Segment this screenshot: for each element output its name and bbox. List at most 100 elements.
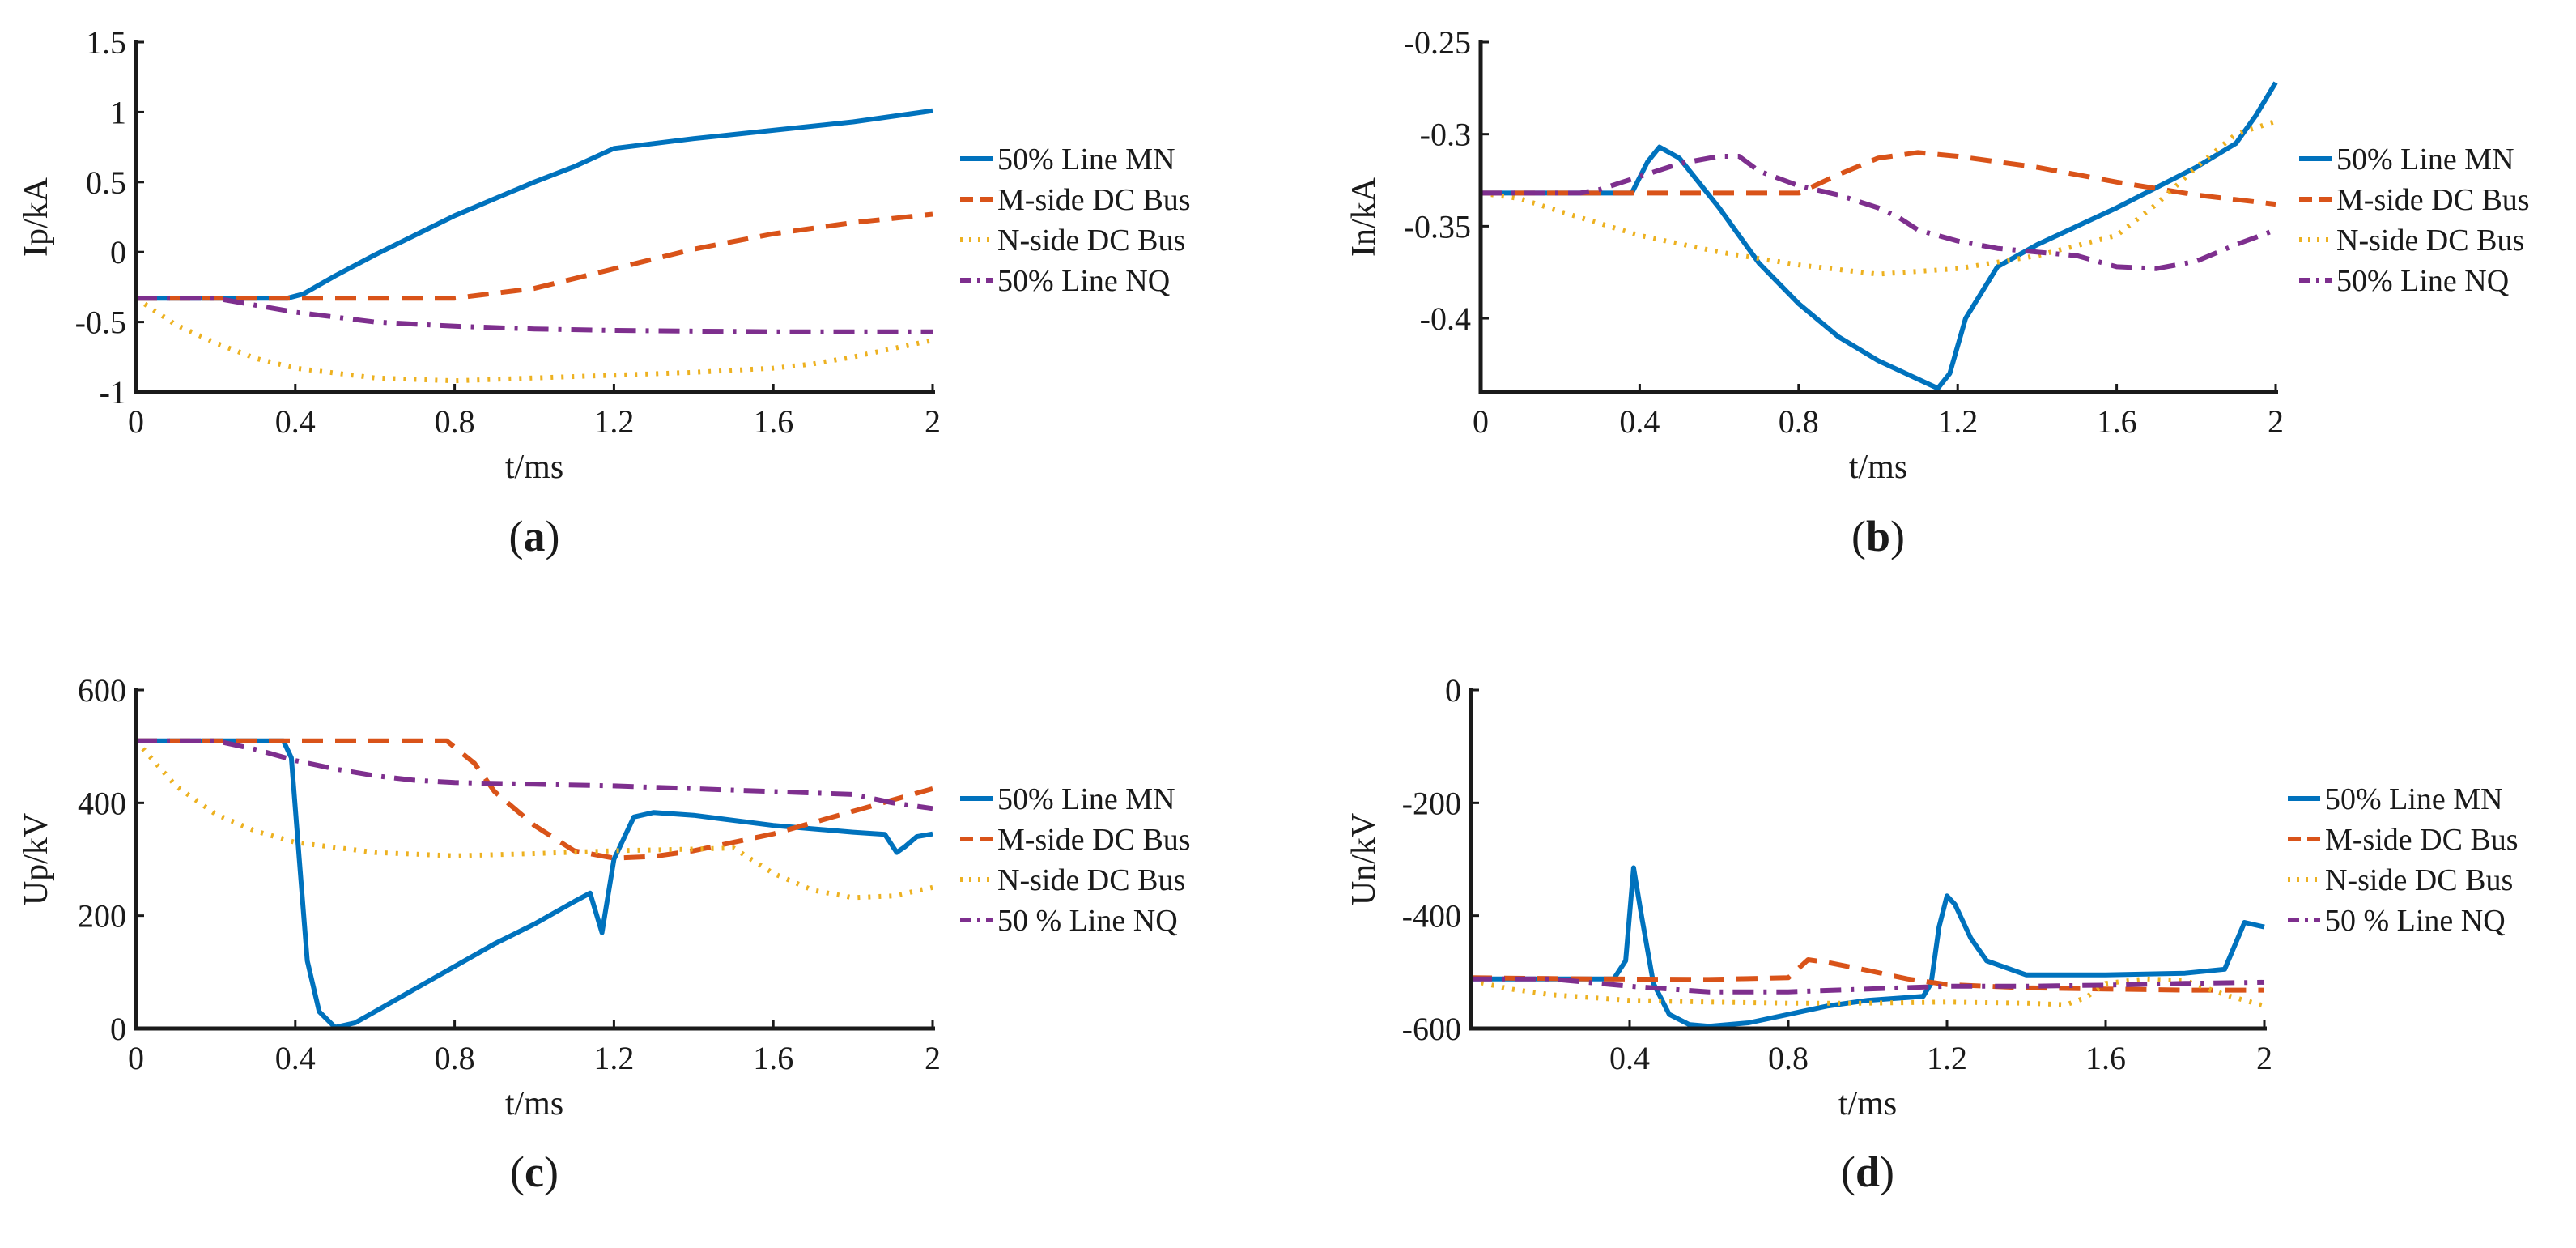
legend: 50% Line MN M-side DC Bus N-side DC Bus 50 … — [960, 782, 1191, 938]
y-tick-label: -1 — [100, 374, 126, 411]
y-tick-label: -0.4 — [1420, 300, 1471, 337]
legend-label-2: M-side DC Bus — [2325, 823, 2519, 857]
legend-label-1: 50% Line MN — [997, 782, 1175, 816]
caption-letter: c — [525, 1148, 544, 1196]
x-tick-label: 1.2 — [1927, 1040, 1967, 1076]
x-axis-title: t/ms — [1849, 449, 1907, 486]
caption-close-paren: ) — [1880, 1148, 1894, 1196]
x-tick-label: 1.6 — [2097, 403, 2137, 440]
x-tick-label: 0 — [128, 403, 144, 440]
legend-label-2: M-side DC Bus — [997, 823, 1191, 857]
series-line-a-1 — [136, 108, 933, 301]
legend-label-1: 50% Line MN — [997, 143, 1175, 177]
y-axis-title: Ip/kA — [18, 177, 55, 257]
y-tick-label: 0 — [1445, 672, 1461, 709]
y-tick-label: -200 — [1402, 785, 1461, 821]
series-line-c-1 — [136, 738, 933, 1030]
y-tick-label: 0 — [110, 234, 126, 270]
caption-open-paren: ( — [510, 1148, 525, 1196]
panel-caption: (b) — [1851, 512, 1905, 560]
series-line-b-2 — [1481, 150, 2276, 207]
series-line-b-1 — [1481, 81, 2278, 391]
x-tick-label: 0.4 — [275, 403, 316, 440]
chart-panel-b: 0 0.4 0.8 1.2 1.6 2 -0.4 -0.35 -0.3 -0.25 t/ms In/k… — [1345, 24, 2530, 560]
legend-label-3: N-side DC Bus — [997, 224, 1185, 258]
y-tick-label: -0.35 — [1404, 208, 1471, 245]
chart-panel-c: 0 0.4 0.8 1.2 1.6 2 0 200 400 600 t/ms Up/kV 50% Lin… — [18, 672, 1191, 1196]
y-axis-title: In/kA — [1345, 177, 1383, 257]
legend: 50% Line MN M-side DC Bus N-side DC Bus 50 … — [2288, 782, 2519, 938]
x-tick-label: 2 — [2256, 1040, 2272, 1076]
legend-label-4: 50 % Line NQ — [997, 904, 1178, 938]
caption-letter: b — [1866, 512, 1890, 560]
y-tick-label: -0.25 — [1404, 24, 1471, 61]
y-axis-title: Un/kV — [1345, 813, 1383, 905]
y-tick-label: 200 — [78, 898, 126, 935]
x-tick-label: 1.2 — [593, 1040, 634, 1076]
legend-label-1: 50% Line MN — [2336, 143, 2514, 177]
x-tick-label: 1.6 — [2085, 1040, 2126, 1076]
series-line-a-2 — [136, 211, 933, 301]
caption-letter: d — [1855, 1148, 1880, 1196]
legend: 50% Line MN M-side DC Bus N-side DC Bus 50%… — [2299, 143, 2530, 298]
x-tick-label: 2 — [925, 1040, 941, 1076]
y-tick-label: -0.3 — [1420, 117, 1471, 153]
legend-label-2: M-side DC Bus — [997, 183, 1191, 217]
legend-label-2: M-side DC Bus — [2336, 183, 2530, 217]
x-tick-label: 1.6 — [753, 403, 793, 440]
series-line-c-4 — [136, 738, 933, 811]
x-tick-label: 0.8 — [435, 1040, 475, 1076]
y-tick-label: -0.5 — [75, 305, 126, 341]
legend-label-4: 50% Line NQ — [2336, 264, 2509, 298]
caption-letter: a — [524, 512, 546, 560]
y-tick-label: 1 — [110, 94, 126, 130]
y-tick-label: 600 — [78, 672, 126, 709]
chart-panel-d: 0.4 0.8 1.2 1.6 2 -600 -400 -200 0 t/ms Un/kV 50% L… — [1345, 672, 2519, 1196]
series-line-b-3 — [1480, 118, 2276, 277]
x-tick-label: 0.4 — [1609, 1040, 1650, 1076]
series-line-d-3 — [1470, 976, 2265, 1008]
legend-label-4: 50 % Line NQ — [2325, 904, 2506, 938]
y-tick-label: 0 — [110, 1011, 126, 1047]
series-line-b-4 — [1481, 154, 2277, 271]
caption-close-paren: ) — [544, 1148, 559, 1196]
x-tick-label: 0.4 — [275, 1040, 316, 1076]
x-tick-label: 0.4 — [1619, 403, 1660, 440]
caption-open-paren: ( — [509, 512, 524, 560]
series-line-d-1 — [1471, 865, 2265, 1029]
legend-label-3: N-side DC Bus — [997, 863, 1185, 897]
chart-panel-a: 0 0.4 0.8 1.2 1.6 2 -1 -0.5 0 0.5 1 1.5 t/ms Ip/kA 50%… — [18, 24, 1191, 560]
x-tick-label: 0.8 — [1768, 1040, 1809, 1076]
series-line-a-4 — [136, 296, 933, 334]
x-tick-label: 2 — [2268, 403, 2284, 440]
series-line-d-4 — [1471, 976, 2265, 995]
x-axis-title: t/ms — [505, 1085, 563, 1122]
series-line-d-2 — [1470, 957, 2264, 993]
panel-caption: (d) — [1841, 1148, 1894, 1196]
legend-label-1: 50% Line MN — [2325, 782, 2503, 816]
series-line-a-3 — [134, 296, 933, 384]
legend-label-3: N-side DC Bus — [2336, 224, 2524, 258]
y-tick-label: 400 — [78, 785, 126, 821]
caption-close-paren: ) — [546, 512, 560, 560]
caption-open-paren: ( — [1851, 512, 1866, 560]
x-tick-label: 1.2 — [593, 403, 634, 440]
x-axis-title: t/ms — [505, 449, 563, 486]
x-tick-label: 0.8 — [1779, 403, 1819, 440]
y-tick-label: 0.5 — [86, 164, 126, 201]
y-tick-label: 1.5 — [86, 24, 126, 61]
panel-caption: (c) — [510, 1148, 559, 1196]
caption-close-paren: ) — [1890, 512, 1905, 560]
y-axis-title: Up/kV — [18, 813, 55, 905]
x-tick-label: 1.2 — [1937, 403, 1978, 440]
legend-label-3: N-side DC Bus — [2325, 863, 2513, 897]
y-tick-label: -400 — [1402, 898, 1461, 935]
legend: 50% Line MN M-side DC Bus N-side DC Bus 50%… — [960, 143, 1191, 298]
x-tick-label: 1.6 — [753, 1040, 793, 1076]
x-tick-label: 2 — [925, 403, 941, 440]
caption-open-paren: ( — [1841, 1148, 1855, 1196]
x-tick-label: 0 — [128, 1040, 144, 1076]
y-tick-label: -600 — [1402, 1011, 1461, 1047]
panel-caption: (a) — [509, 512, 560, 560]
